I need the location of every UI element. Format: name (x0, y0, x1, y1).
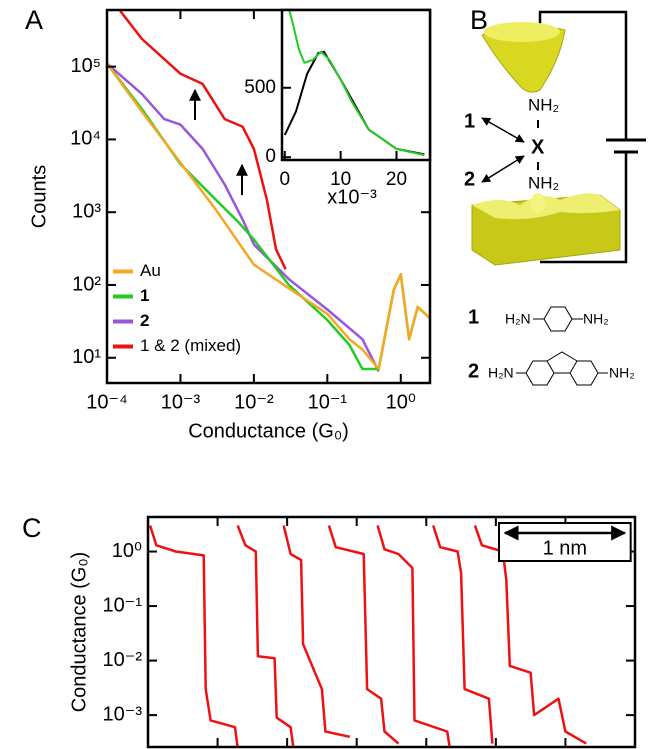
y-axis-label: Conductance (G₀) (68, 552, 90, 713)
y-tick-label: 10⁻¹ (103, 594, 143, 616)
y-tick-label: 10⁻² (103, 649, 143, 671)
benzene-ring (543, 306, 573, 332)
data-line (432, 525, 494, 744)
x-tick-label: 10⁰ (386, 391, 416, 413)
bottom-electrode-surface (472, 193, 620, 220)
y-tick-label: 500 (244, 77, 276, 98)
y-tick-label: 10⁰ (112, 540, 142, 562)
pointer-arrow (481, 117, 525, 143)
scale-bar-label: 1 nm (543, 537, 587, 559)
x-axis-label: Conductance (G₀) (188, 420, 349, 442)
pointer-label: 1 (464, 110, 475, 132)
y-axis-label: Counts (28, 165, 50, 228)
x-tick-label: 20 (386, 169, 407, 190)
y-tick-label: 10⁻³ (103, 703, 143, 725)
molecule-group: H₂N (488, 365, 514, 381)
legend-label: 1 (140, 286, 149, 305)
molecule-number: 2 (468, 360, 479, 382)
data-line (473, 525, 587, 745)
plot-area (283, 10, 425, 157)
x-tick-label: 10⁻³ (161, 391, 201, 413)
legend-label: 2 (140, 311, 149, 330)
x-axis-label: x10⁻³ (327, 186, 377, 208)
legend-label: Au (140, 261, 161, 280)
data-line (118, 10, 287, 270)
y-tick-label: 10⁵ (70, 55, 101, 77)
data-line (236, 525, 295, 747)
y-tick-label: 0 (265, 146, 276, 167)
molecule-group: NH₂ (609, 365, 635, 381)
axes-frame (105, 8, 432, 385)
ring (546, 351, 578, 362)
y-tick-label: 10² (72, 273, 101, 295)
data-line (148, 525, 239, 747)
x-tick-label: 0 (280, 169, 291, 190)
y-tick-label: 10⁴ (70, 128, 101, 150)
data-line (282, 525, 351, 739)
amine-bottom: NH₂ (528, 173, 559, 192)
inset-background (282, 10, 430, 160)
data-line (376, 525, 451, 747)
data-line (288, 10, 425, 157)
molecule-group: NH₂ (583, 311, 609, 327)
ring (569, 360, 599, 386)
data-line (107, 62, 380, 372)
adatom (531, 193, 545, 213)
data-line (327, 525, 400, 745)
panel-label: A (25, 5, 43, 35)
linker: X (531, 136, 545, 158)
panel-label: B (470, 5, 488, 35)
x-tick-label: 10⁻⁴ (86, 391, 127, 413)
legend-label: 1 & 2 (mixed) (140, 336, 241, 355)
plot-area (107, 10, 430, 372)
x-tick-label: 10⁻¹ (308, 391, 348, 413)
molecule-group: H₂N (505, 311, 531, 327)
ring (525, 360, 555, 386)
y-tick-label: 10¹ (72, 346, 101, 368)
molecule-number: 1 (468, 306, 479, 328)
axes-frame (146, 515, 637, 749)
x-tick-label: 10⁻² (234, 391, 274, 413)
y-tick-label: 10³ (72, 200, 101, 222)
top-electrode-face (484, 22, 560, 42)
data-line (107, 62, 430, 371)
pointer-label: 2 (464, 168, 475, 190)
axes-frame (280, 8, 432, 162)
amine-top: NH₂ (528, 95, 559, 114)
x-tick-label: 10 (330, 169, 351, 190)
circuit-wire (538, 10, 628, 264)
panel-label: C (22, 513, 42, 543)
plot-area (148, 525, 587, 747)
pointer-arrow (481, 155, 525, 183)
panel-b: B NH₂ X NH₂ 1 2 1 H₂N NH₂ 2 H₂N NH₂ (464, 5, 646, 386)
